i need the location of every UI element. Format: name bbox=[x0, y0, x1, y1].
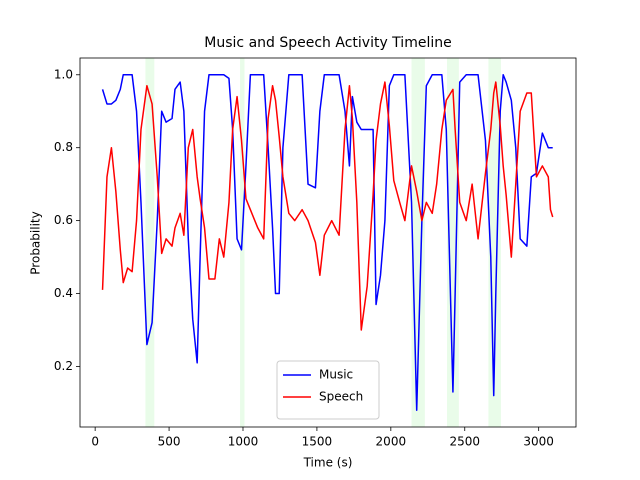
x-tick-label: 3000 bbox=[523, 435, 554, 449]
legend-label: Music bbox=[319, 368, 353, 382]
y-tick-label: 0.2 bbox=[54, 359, 73, 373]
plot-frame bbox=[79, 57, 577, 428]
highlight-span bbox=[488, 58, 501, 427]
x-tick-label: 1500 bbox=[302, 435, 333, 449]
y-tick-label: 0.6 bbox=[54, 213, 73, 227]
line-series bbox=[101, 81, 554, 331]
x-tick-label: 500 bbox=[158, 435, 181, 449]
y-axis-label: Probability bbox=[29, 211, 43, 274]
highlight-span bbox=[145, 58, 155, 427]
legend: Music Speech bbox=[276, 360, 380, 420]
x-tick-label: 2000 bbox=[376, 435, 407, 449]
y-tick-label: 0.8 bbox=[54, 140, 73, 154]
y-tick-label: 0.4 bbox=[54, 286, 73, 300]
chart-title: Music and Speech Activity Timeline bbox=[204, 35, 451, 51]
line-series bbox=[101, 74, 553, 411]
y-tick-label: 1.0 bbox=[54, 67, 73, 81]
x-axis-label: Time (s) bbox=[303, 456, 353, 470]
highlight-span bbox=[447, 58, 459, 427]
x-tick-label: 0 bbox=[91, 435, 99, 449]
x-tick-label: 1000 bbox=[228, 435, 259, 449]
x-tick-label: 2500 bbox=[449, 435, 480, 449]
legend-label: Speech bbox=[319, 390, 363, 404]
